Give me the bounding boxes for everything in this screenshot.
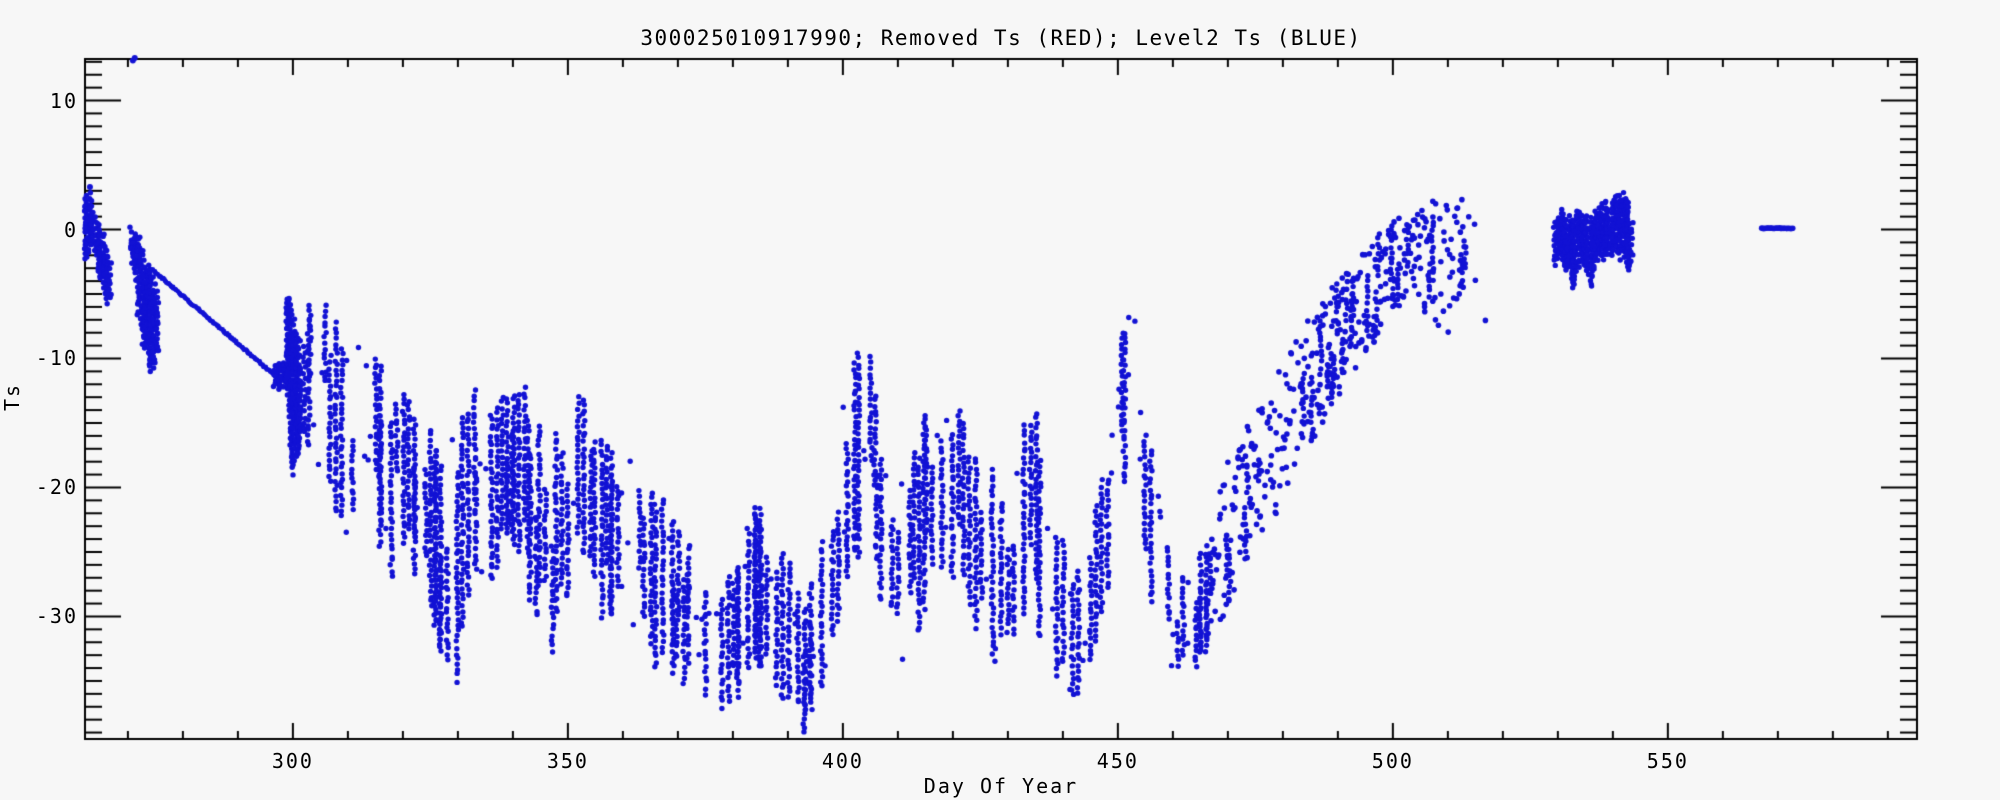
y-tick-label: 0 (63, 217, 78, 242)
x-axis-title: Day Of Year (923, 774, 1079, 798)
x-tick-label: 350 (546, 749, 589, 773)
y-tick-label: -30 (35, 604, 78, 629)
x-tick-label: 500 (1371, 749, 1414, 773)
y-tick-label: 10 (49, 88, 78, 113)
y-tick-label: -10 (35, 346, 78, 371)
chart-title: 300025010917990; Removed Ts (RED); Level… (640, 26, 1362, 50)
x-tick-label: 300 (271, 749, 314, 773)
x-tick-label: 400 (821, 749, 864, 773)
x-tick-label: 550 (1646, 749, 1689, 773)
x-tick-label: 450 (1096, 749, 1139, 773)
y-axis-title: Ts (0, 382, 24, 412)
y-tick-label: -20 (35, 475, 78, 500)
